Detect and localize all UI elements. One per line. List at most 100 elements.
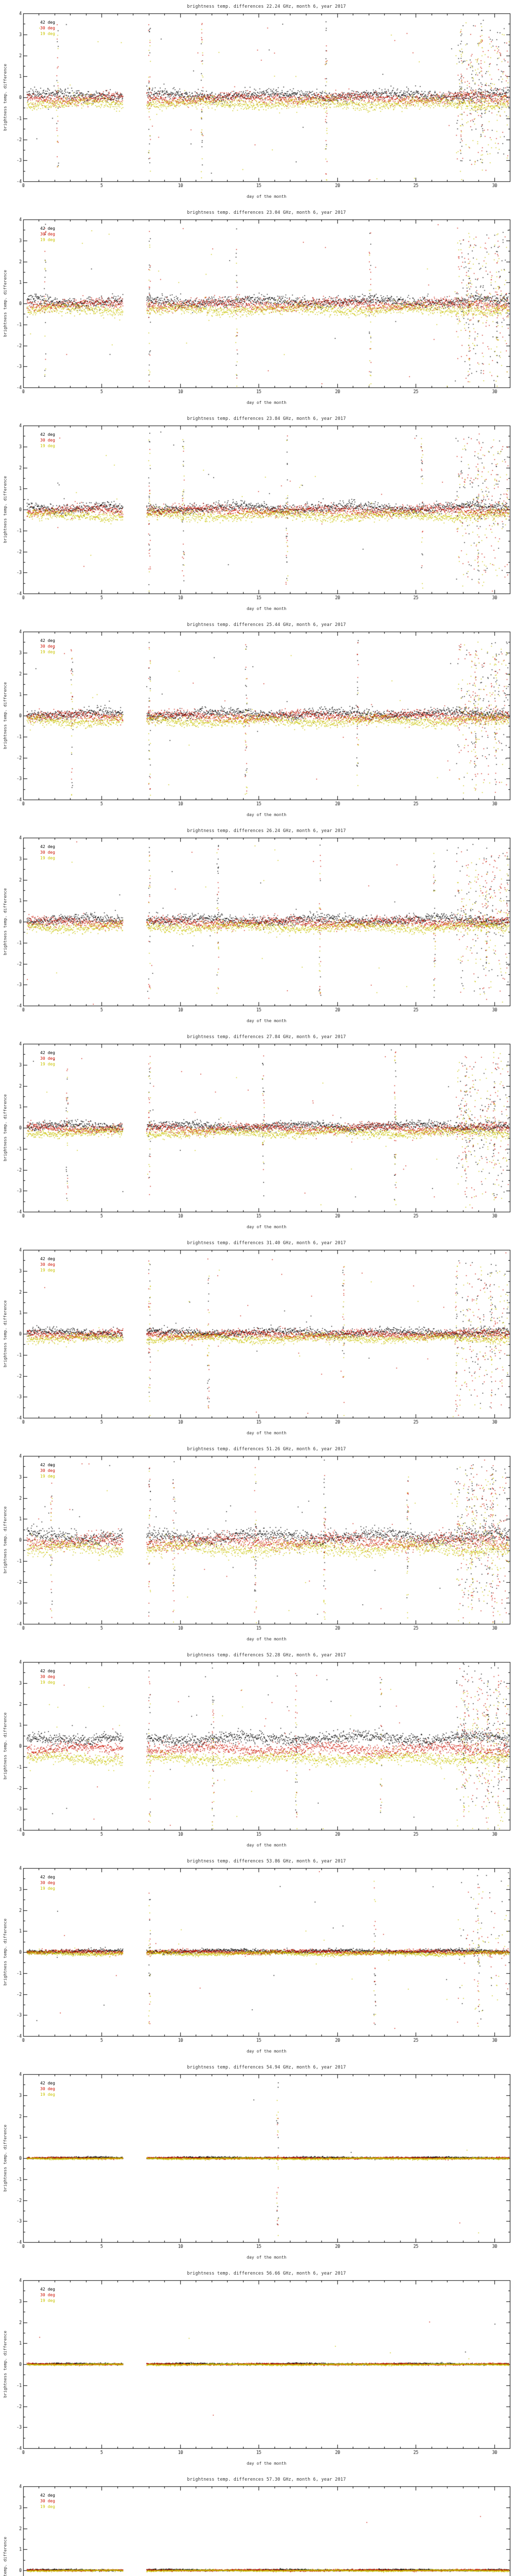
legend: 42 deg 30 deg 19 deg xyxy=(40,1668,55,1685)
legend-entry: 30 deg xyxy=(40,1880,55,1885)
legend: 42 deg 30 deg 19 deg xyxy=(40,1256,55,1273)
panel-plot-canvas xyxy=(0,1649,515,1855)
legend: 42 deg 30 deg 19 deg xyxy=(40,20,55,37)
legend: 42 deg 30 deg 19 deg xyxy=(40,1462,55,1479)
legend-entry: 19 deg xyxy=(40,444,55,448)
legend-entry: 30 deg xyxy=(40,1468,55,1473)
legend-entry: 30 deg xyxy=(40,232,55,236)
legend-entry: 42 deg xyxy=(40,1050,55,1055)
chart-panel: brightness temp. differences 31.40 GHz, … xyxy=(0,1236,515,1443)
x-axis-label: day of the month xyxy=(246,606,287,611)
legend: 42 deg 30 deg 19 deg xyxy=(40,2080,55,2097)
chart-panel: brightness temp. differences 25.44 GHz, … xyxy=(0,618,515,824)
panel-title: brightness temp. differences 31.40 GHz, … xyxy=(187,1241,346,1246)
legend-entry: 19 deg xyxy=(40,238,55,242)
legend-entry: 30 deg xyxy=(40,1056,55,1061)
legend: 42 deg 30 deg 19 deg xyxy=(40,432,55,449)
y-axis-label: brightness temp. difference xyxy=(3,269,8,337)
legend-entry: 30 deg xyxy=(40,438,55,443)
x-axis-label: day of the month xyxy=(246,194,287,199)
panel-title: brightness temp. differences 52.28 GHz, … xyxy=(187,1653,346,1658)
x-axis-label: day of the month xyxy=(246,400,287,405)
panel-plot-canvas xyxy=(0,206,515,412)
chart-panel: brightness temp. differences 27.84 GHz, … xyxy=(0,1030,515,1236)
panel-title: brightness temp. differences 22.24 GHz, … xyxy=(187,4,346,9)
legend-entry: 19 deg xyxy=(40,2504,55,2509)
panel-title: brightness temp. differences 25.44 GHz, … xyxy=(187,622,346,628)
panel-plot-canvas xyxy=(0,2267,515,2473)
panel-title: brightness temp. differences 56.66 GHz, … xyxy=(187,2271,346,2276)
legend: 42 deg 30 deg 19 deg xyxy=(40,2286,55,2303)
legend-entry: 19 deg xyxy=(40,856,55,860)
y-axis-label: brightness temp. difference xyxy=(3,1712,8,1780)
legend-entry: 42 deg xyxy=(40,638,55,643)
y-axis-label: brightness temp. difference xyxy=(3,682,8,750)
x-axis-label: day of the month xyxy=(246,2461,287,2466)
legend-entry: 42 deg xyxy=(40,1669,55,1673)
chart-panel: brightness temp. differences 26.24 GHz, … xyxy=(0,824,515,1030)
legend-entry: 19 deg xyxy=(40,2092,55,2097)
legend-entry: 42 deg xyxy=(40,844,55,849)
legend-entry: 42 deg xyxy=(40,432,55,437)
legend-entry: 30 deg xyxy=(40,1262,55,1267)
panel-title: brightness temp. differences 51.26 GHz, … xyxy=(187,1447,346,1452)
y-axis-label: brightness temp. difference xyxy=(3,2536,8,2576)
chart-panel: brightness temp. differences 22.24 GHz, … xyxy=(0,0,515,206)
panel-title: brightness temp. differences 57.30 GHz, … xyxy=(187,2477,346,2482)
legend-entry: 19 deg xyxy=(40,31,55,36)
x-axis-label: day of the month xyxy=(246,1637,287,1641)
panel-plot-canvas xyxy=(0,1855,515,2061)
legend-entry: 19 deg xyxy=(40,1268,55,1273)
legend: 42 deg 30 deg 19 deg xyxy=(40,638,55,655)
y-axis-label: brightness temp. difference xyxy=(3,2124,8,2192)
legend: 42 deg 30 deg 19 deg xyxy=(40,226,55,243)
chart-panel: brightness temp. differences 56.66 GHz, … xyxy=(0,2267,515,2473)
chart-panel: brightness temp. differences 23.04 GHz, … xyxy=(0,206,515,412)
panel-title: brightness temp. differences 23.84 GHz, … xyxy=(187,416,346,421)
legend-entry: 42 deg xyxy=(40,2493,55,2498)
chart-panel: brightness temp. differences 57.30 GHz, … xyxy=(0,2473,515,2576)
legend-entry: 42 deg xyxy=(40,2081,55,2086)
panel-plot-canvas xyxy=(0,824,515,1030)
y-axis-label: brightness temp. difference xyxy=(3,1300,8,1368)
panel-title: brightness temp. differences 27.84 GHz, … xyxy=(187,1035,346,1040)
panel-plot-canvas xyxy=(0,1030,515,1236)
legend-entry: 42 deg xyxy=(40,1875,55,1879)
x-axis-label: day of the month xyxy=(246,1019,287,1023)
panel-plot-canvas xyxy=(0,2061,515,2267)
x-axis-label: day of the month xyxy=(246,1431,287,1435)
legend-entry: 30 deg xyxy=(40,26,55,30)
legend-entry: 30 deg xyxy=(40,2499,55,2503)
chart-panel: brightness temp. differences 52.28 GHz, … xyxy=(0,1649,515,1855)
legend-entry: 42 deg xyxy=(40,20,55,25)
panel-title: brightness temp. differences 26.24 GHz, … xyxy=(187,828,346,834)
legend-entry: 42 deg xyxy=(40,226,55,231)
x-axis-label: day of the month xyxy=(246,1843,287,1848)
x-axis-label: day of the month xyxy=(246,1225,287,1229)
legend-entry: 19 deg xyxy=(40,1062,55,1066)
legend: 42 deg 30 deg 19 deg xyxy=(40,1874,55,1891)
y-axis-label: brightness temp. difference xyxy=(3,2330,8,2398)
panel-plot-canvas xyxy=(0,2473,515,2576)
legend-entry: 42 deg xyxy=(40,2287,55,2292)
chart-panel: brightness temp. differences 51.26 GHz, … xyxy=(0,1443,515,1649)
y-axis-label: brightness temp. difference xyxy=(3,1094,8,1162)
chart-panel: brightness temp. differences 53.86 GHz, … xyxy=(0,1855,515,2061)
x-axis-label: day of the month xyxy=(246,812,287,817)
legend-entry: 30 deg xyxy=(40,850,55,855)
legend: 42 deg 30 deg 19 deg xyxy=(40,1050,55,1067)
legend: 42 deg 30 deg 19 deg xyxy=(40,844,55,861)
x-axis-label: day of the month xyxy=(246,2255,287,2260)
x-axis-label: day of the month xyxy=(246,2049,287,2054)
legend-entry: 30 deg xyxy=(40,2087,55,2091)
y-axis-label: brightness temp. difference xyxy=(3,63,8,131)
legend-entry: 19 deg xyxy=(40,2298,55,2303)
legend-entry: 42 deg xyxy=(40,1257,55,1261)
legend-entry: 30 deg xyxy=(40,644,55,649)
panel-title: brightness temp. differences 54.94 GHz, … xyxy=(187,2065,346,2070)
y-axis-label: brightness temp. difference xyxy=(3,476,8,544)
legend-entry: 30 deg xyxy=(40,1674,55,1679)
legend-entry: 30 deg xyxy=(40,2293,55,2297)
legend-entry: 42 deg xyxy=(40,1463,55,1467)
